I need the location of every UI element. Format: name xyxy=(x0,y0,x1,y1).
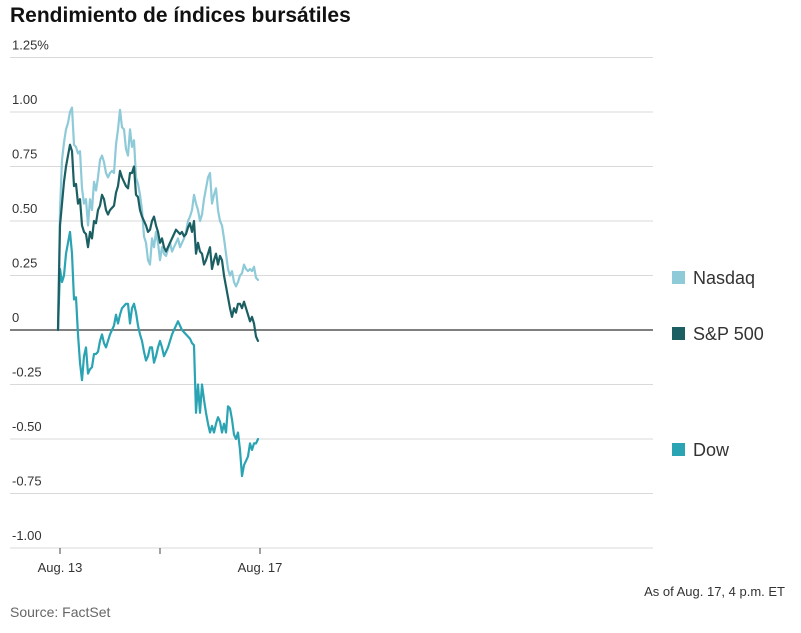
y-tick-label: 0.75 xyxy=(12,147,37,162)
series-lines xyxy=(56,106,260,478)
y-axis: 1.25% 1.00 0.75 0.50 0.25 0 -0.25 -0.50 -0.75 -1.… xyxy=(12,38,49,544)
legend: Nasdaq S&P 500 Dow xyxy=(672,268,764,460)
series-line-nasdaq xyxy=(56,106,260,332)
y-tick-label: 1.00 xyxy=(12,92,37,107)
y-tick-label: 0.50 xyxy=(12,201,37,216)
legend-swatch xyxy=(672,327,685,340)
series-line-dow xyxy=(56,230,260,478)
y-tick-label: -0.25 xyxy=(12,365,42,380)
x-axis: Aug. 13 Aug. 17 xyxy=(38,548,283,575)
legend-swatch xyxy=(672,443,685,456)
y-tick-label: 0.25 xyxy=(12,256,37,271)
y-tick-label: 1.25% xyxy=(12,38,49,53)
y-tick-label: -1.00 xyxy=(12,528,42,543)
legend-label: S&P 500 xyxy=(693,324,764,344)
x-tick-label: Aug. 13 xyxy=(38,560,83,575)
legend-swatch xyxy=(672,271,685,284)
y-tick-label: -0.75 xyxy=(12,474,42,489)
timestamp-note: As of Aug. 17, 4 p.m. ET xyxy=(644,584,785,599)
source-label: Source: FactSet xyxy=(10,604,110,620)
y-tick-label: 0 xyxy=(12,310,19,325)
legend-label: Nasdaq xyxy=(693,268,755,288)
grid xyxy=(10,57,653,549)
x-tick-label: Aug. 17 xyxy=(238,560,283,575)
chart-title: Rendimiento de índices bursátiles xyxy=(10,4,351,27)
series-line-s-p-500 xyxy=(56,143,260,342)
y-tick-label: -0.50 xyxy=(12,419,42,434)
legend-label: Dow xyxy=(693,440,730,460)
